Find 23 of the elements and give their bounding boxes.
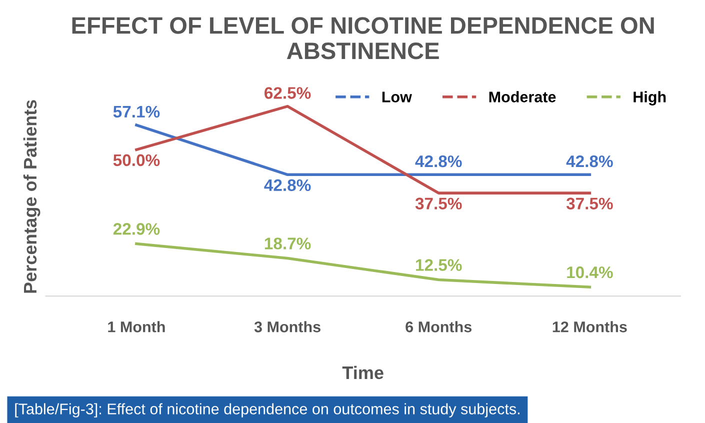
x-tick-label: 12 Months xyxy=(552,321,627,332)
legend-label: Moderate xyxy=(489,91,556,102)
chart-title: EFFECT OF LEVEL OF NICOTINE DEPENDENCE ON ABSTINENCE xyxy=(72,17,654,60)
data-label: 50.0% xyxy=(113,154,160,166)
y-axis-title: Percentage of Patients xyxy=(23,100,40,293)
legend-label: Low xyxy=(382,92,412,102)
data-label: 22.9% xyxy=(113,223,160,235)
data-label: 10.4% xyxy=(567,266,613,278)
data-label: 62.5% xyxy=(264,87,311,99)
data-label: 57.1% xyxy=(113,106,160,118)
x-tick-label: 3 Months xyxy=(254,321,320,332)
data-label: 42.8% xyxy=(566,155,613,168)
data-label: 18.7% xyxy=(264,238,311,250)
data-label: 37.5% xyxy=(566,198,613,210)
data-label: 37.5% xyxy=(415,198,462,210)
data-label: 42.8% xyxy=(415,155,462,168)
x-axis-title: Time xyxy=(342,366,384,380)
x-tick-label: 6 Months xyxy=(406,321,472,332)
data-label: 42.8% xyxy=(264,179,311,192)
data-label: 12.5% xyxy=(416,259,462,271)
x-tick-label: 1 Month xyxy=(108,321,165,332)
text: [Table/Fig-3]: Effect of nicotine dependence on outcomes in study subjects. xyxy=(15,403,520,418)
legend-label: High xyxy=(634,91,666,106)
